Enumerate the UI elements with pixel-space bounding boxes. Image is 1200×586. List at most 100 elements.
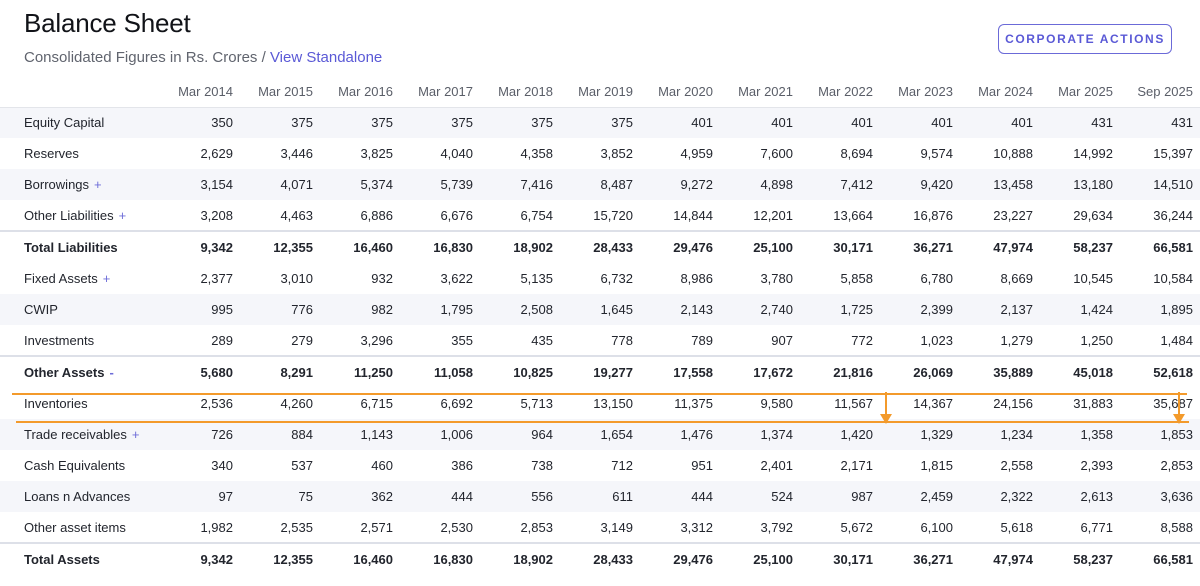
table-cell: 10,584 bbox=[1153, 271, 1193, 286]
table-cell: 15,397 bbox=[1153, 146, 1193, 161]
table-cell: 97 bbox=[160, 481, 240, 512]
column-header: Mar 2016 bbox=[320, 76, 400, 108]
table-cell: 375 bbox=[240, 107, 320, 138]
row-label-text: Other Liabilities bbox=[24, 207, 114, 223]
row-label-text: Total Liabilities bbox=[24, 240, 118, 255]
table-cell: 375 bbox=[480, 107, 560, 138]
row-label: Reserves bbox=[0, 138, 160, 169]
row-label: Cash Equivalents bbox=[0, 450, 160, 481]
table-cell: 11,058 bbox=[400, 355, 480, 388]
expand-icon[interactable]: + bbox=[131, 427, 140, 442]
collapse-icon[interactable]: - bbox=[109, 365, 114, 380]
table-cell: 982 bbox=[320, 294, 400, 325]
table-cell: 1,279 bbox=[1000, 332, 1033, 348]
table-cell: 4,959 bbox=[680, 146, 713, 161]
table-row[interactable]: Trade receivables +726 884 1,143 1,006 964 1,6… bbox=[0, 419, 1200, 450]
table-cell: 52,618 bbox=[1120, 355, 1200, 388]
row-label-text: Trade receivables bbox=[24, 427, 127, 442]
row-label-text: Loans n Advances bbox=[24, 489, 131, 504]
table-cell: 362 bbox=[320, 481, 400, 512]
table-row: CWIP 995 776 982 1,795 2,508 1,645 2,143 2,740 1,… bbox=[0, 294, 1200, 325]
row-label: Borrowings + bbox=[0, 169, 160, 200]
table-cell: 5,618 bbox=[1000, 519, 1033, 535]
table-cell: 10,888 bbox=[993, 146, 1033, 161]
table-cell: 340 bbox=[211, 458, 233, 473]
row-label: Other Assets - bbox=[0, 355, 160, 388]
table-cell: 24,156 bbox=[993, 396, 1033, 411]
table-cell: 556 bbox=[480, 481, 560, 512]
row-label-text: Other asset items bbox=[24, 519, 126, 535]
table-cell: 12,355 bbox=[240, 230, 320, 263]
table-cell: 738 bbox=[531, 458, 553, 473]
balance-sheet-table: Mar 2014 Mar 2015 Mar 2016 Mar 2017 Mar 2018… bbox=[0, 76, 1200, 575]
table-cell: 789 bbox=[691, 332, 713, 348]
view-standalone-link[interactable]: View Standalone bbox=[269, 49, 383, 66]
row-label: Total Liabilities bbox=[0, 230, 160, 263]
table-row[interactable]: Other Liabilities +3,208 4,463 6,886 6,676 6,… bbox=[0, 200, 1200, 231]
table-cell: 2,399 bbox=[880, 294, 960, 325]
table-cell: 8,588 bbox=[1160, 519, 1193, 535]
table-cell: 350 bbox=[160, 107, 240, 138]
highlight-line-bottom bbox=[16, 421, 1189, 423]
table-row: Other asset items 1,982 2,535 2,571 2,530 2,8… bbox=[0, 512, 1200, 543]
table-cell: 2,740 bbox=[720, 294, 800, 325]
table-cell: 21,816 bbox=[800, 355, 880, 388]
table-cell: 5,680 bbox=[160, 355, 240, 388]
down-arrow-icon bbox=[880, 392, 892, 424]
table-cell: 4,358 bbox=[520, 146, 553, 161]
table-cell: 712 bbox=[611, 458, 633, 473]
table-cell: 2,629 bbox=[200, 146, 233, 161]
table-cell: 375 bbox=[320, 107, 400, 138]
table-row[interactable]: Fixed Assets +2,377 3,010 932 3,622 5,135 6,73… bbox=[0, 263, 1200, 294]
table-cell: 1,424 bbox=[1040, 294, 1120, 325]
row-label: Inventories bbox=[0, 388, 160, 419]
table-cell: 16,830 bbox=[400, 542, 480, 575]
table-cell: 375 bbox=[560, 107, 640, 138]
table-row[interactable]: Borrowings +3,154 4,071 5,374 5,739 7,416 8,48… bbox=[0, 169, 1200, 200]
table-cell: 6,715 bbox=[360, 396, 393, 411]
column-header: Mar 2014 bbox=[160, 76, 240, 108]
table-cell: 18,902 bbox=[480, 230, 560, 263]
row-label: Equity Capital bbox=[0, 107, 160, 138]
table-cell: 537 bbox=[291, 458, 313, 473]
table-cell: 29,476 bbox=[640, 542, 720, 575]
table-cell: 3,825 bbox=[360, 146, 393, 161]
table-cell: 15,720 bbox=[593, 207, 633, 223]
table-cell: 1,023 bbox=[920, 332, 953, 348]
header: Balance Sheet bbox=[24, 8, 191, 39]
table-cell: 279 bbox=[291, 332, 313, 348]
table-cell: 1,654 bbox=[560, 419, 640, 450]
table-cell: 14,367 bbox=[913, 396, 953, 411]
column-header: Mar 2021 bbox=[720, 76, 800, 108]
table-row: Cash Equivalents 340 537 460 386 738 712 951 2,4… bbox=[0, 450, 1200, 481]
expand-icon[interactable]: + bbox=[102, 271, 111, 286]
row-label-text: Investments bbox=[24, 332, 95, 348]
table-cell: 611 bbox=[560, 481, 640, 512]
table-cell: 6,771 bbox=[1080, 519, 1113, 535]
table-cell: 14,510 bbox=[1120, 169, 1200, 200]
table-cell: 3,296 bbox=[360, 332, 393, 348]
table-cell: 8,986 bbox=[680, 271, 713, 286]
table-cell: 3,446 bbox=[280, 146, 313, 161]
table-cell: 58,237 bbox=[1040, 230, 1120, 263]
table-cell: 35,889 bbox=[960, 355, 1040, 388]
table-cell: 36,271 bbox=[880, 230, 960, 263]
table-cell: 5,858 bbox=[840, 271, 873, 286]
table-cell: 2,530 bbox=[440, 519, 473, 535]
table-cell: 401 bbox=[640, 107, 720, 138]
corporate-actions-button[interactable]: CORPORATE ACTIONS bbox=[998, 24, 1172, 54]
table-cell: 16,460 bbox=[320, 230, 400, 263]
table-row[interactable]: Other Assets -5,680 8,291 11,250 11,058 10,82… bbox=[0, 355, 1200, 388]
table-cell: 778 bbox=[611, 332, 633, 348]
column-header: Mar 2017 bbox=[400, 76, 480, 108]
table-cell: 401 bbox=[880, 107, 960, 138]
table-cell: 13,664 bbox=[833, 207, 873, 223]
table-cell: 2,558 bbox=[1000, 458, 1033, 473]
expand-icon[interactable]: + bbox=[94, 177, 102, 192]
expand-icon[interactable]: + bbox=[118, 207, 127, 223]
table-cell: 9,272 bbox=[640, 169, 720, 200]
column-header: Mar 2024 bbox=[960, 76, 1040, 108]
table-cell: 3,780 bbox=[760, 271, 793, 286]
table-cell: 3,010 bbox=[280, 271, 313, 286]
table-cell: 31,883 bbox=[1073, 396, 1113, 411]
